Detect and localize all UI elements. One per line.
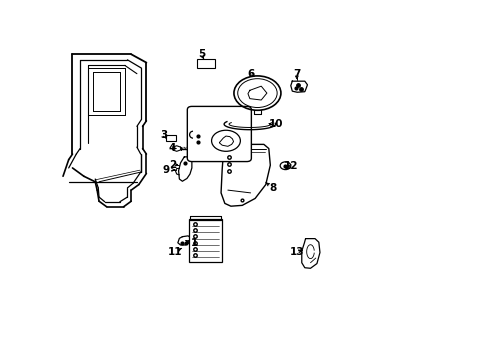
Text: 2: 2: [168, 159, 176, 170]
Text: 5: 5: [197, 49, 204, 59]
FancyBboxPatch shape: [197, 59, 214, 68]
Text: 12: 12: [284, 161, 298, 171]
Text: 13: 13: [289, 247, 304, 257]
FancyBboxPatch shape: [165, 135, 175, 141]
Text: 11: 11: [167, 247, 182, 257]
Text: 10: 10: [268, 118, 283, 129]
Text: 6: 6: [247, 69, 254, 79]
Text: 1: 1: [190, 238, 198, 248]
Text: 4: 4: [168, 143, 176, 153]
FancyBboxPatch shape: [187, 107, 251, 162]
Text: 3: 3: [160, 130, 167, 140]
FancyBboxPatch shape: [188, 219, 222, 262]
Text: 9: 9: [163, 165, 170, 175]
Text: 8: 8: [268, 183, 276, 193]
Text: 7: 7: [293, 69, 300, 79]
